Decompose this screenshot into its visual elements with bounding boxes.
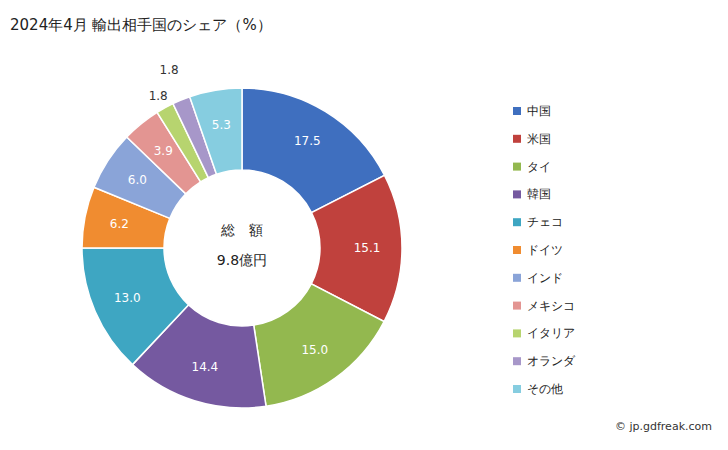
center-label: 総 額 bbox=[220, 222, 263, 238]
source: © jp.gdfreak.com bbox=[615, 420, 712, 433]
legend: 中国米国タイ韓国チェコドイツインドメキシコイタリアオランダその他 bbox=[513, 104, 576, 396]
data-label: 13.0 bbox=[114, 291, 141, 305]
legend-swatch bbox=[513, 107, 521, 115]
donut bbox=[82, 88, 402, 408]
legend-label: タイ bbox=[527, 160, 551, 174]
legend-swatch bbox=[513, 246, 521, 254]
legend-label: オランダ bbox=[527, 354, 576, 368]
data-label: 1.8 bbox=[160, 63, 179, 77]
legend-swatch bbox=[513, 135, 521, 143]
legend-swatch bbox=[513, 274, 521, 282]
legend-swatch bbox=[513, 385, 521, 393]
data-label: 5.3 bbox=[212, 118, 231, 132]
title: 2024年4月 輸出相手国のシェア（%） bbox=[10, 16, 272, 34]
legend-swatch bbox=[513, 357, 521, 365]
legend-label: 中国 bbox=[527, 104, 551, 118]
legend-swatch bbox=[513, 190, 521, 198]
data-label: 17.5 bbox=[294, 134, 321, 148]
legend-swatch bbox=[513, 302, 521, 310]
legend-label: 米国 bbox=[527, 132, 551, 146]
data-label: 6.0 bbox=[128, 173, 147, 187]
legend-swatch bbox=[513, 218, 521, 226]
legend-label: その他 bbox=[527, 382, 563, 396]
legend-label: 韓国 bbox=[527, 187, 551, 201]
data-label: 15.0 bbox=[301, 343, 328, 357]
legend-label: ドイツ bbox=[527, 243, 563, 257]
data-label: 6.2 bbox=[110, 217, 129, 231]
data-label: 3.9 bbox=[154, 144, 173, 158]
data-label: 1.8 bbox=[149, 89, 168, 103]
legend-label: インド bbox=[527, 271, 563, 285]
legend-label: チェコ bbox=[527, 215, 563, 229]
slice bbox=[82, 248, 189, 365]
data-labels: 17.5 15.1 15.0 14.4 13.0 6.2 6.0 3.9 1.8 1.8 5.3 bbox=[110, 63, 381, 374]
data-label: 15.1 bbox=[354, 241, 381, 255]
center-label: 9.8億円 bbox=[217, 252, 267, 268]
data-label: 14.4 bbox=[192, 360, 219, 374]
legend-label: イタリア bbox=[527, 326, 575, 340]
legend-swatch bbox=[513, 163, 521, 171]
slice bbox=[254, 284, 384, 406]
chart: 2024年4月 輸出相手国のシェア（%） 17.5 15.1 15.0 14.4 13.0… bbox=[0, 0, 728, 450]
slice bbox=[190, 88, 242, 174]
legend-swatch bbox=[513, 329, 521, 337]
legend-label: メキシコ bbox=[527, 299, 575, 313]
